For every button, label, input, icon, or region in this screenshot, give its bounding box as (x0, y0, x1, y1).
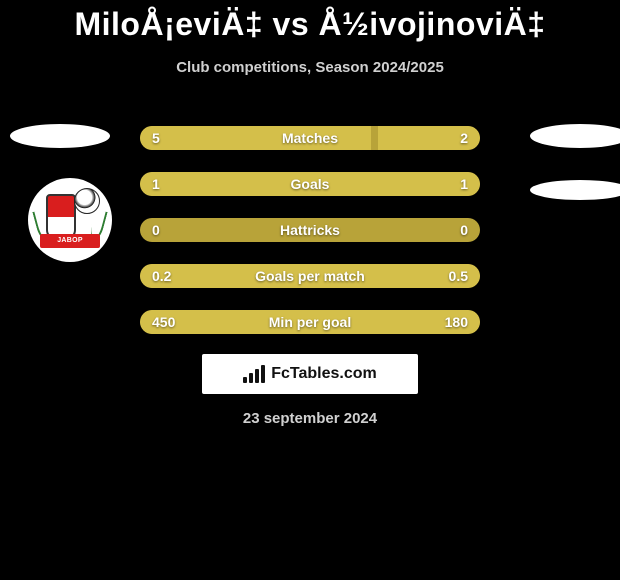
stat-right-value: 180 (445, 310, 468, 334)
stats-container: 5Matches2 1Goals1 0Hattricks0 0.2Goals per … (140, 126, 480, 356)
left-player-pill (10, 124, 110, 148)
stat-label: Hattricks (140, 218, 480, 242)
stat-row: 450Min per goal180 (140, 310, 480, 334)
stat-label: Goals per match (140, 264, 480, 288)
stat-label: Matches (140, 126, 480, 150)
stat-label: Min per goal (140, 310, 480, 334)
stat-row: 5Matches2 (140, 126, 480, 150)
chart-icon (243, 365, 265, 383)
page-title: MiloÅ¡eviÄ‡ vs Å½ivojinoviÄ‡ (0, 0, 620, 43)
stat-row: 0.2Goals per match0.5 (140, 264, 480, 288)
fctables-badge[interactable]: FcTables.com (202, 354, 418, 394)
stat-right-value: 1 (460, 172, 468, 196)
stat-label: Goals (140, 172, 480, 196)
date-label: 23 september 2024 (0, 410, 620, 427)
right-player-pill-1 (530, 124, 620, 148)
stat-row: 1Goals1 (140, 172, 480, 196)
stat-right-value: 0 (460, 218, 468, 242)
club-logo-banner: JAВOP (40, 234, 100, 248)
club-logo: JAВOP (28, 178, 112, 262)
fctables-text: FcTables.com (271, 365, 377, 383)
right-player-pill-2 (530, 180, 620, 200)
stat-row: 0Hattricks0 (140, 218, 480, 242)
stat-right-value: 2 (460, 126, 468, 150)
subtitle: Club competitions, Season 2024/2025 (0, 59, 620, 76)
stat-right-value: 0.5 (449, 264, 468, 288)
